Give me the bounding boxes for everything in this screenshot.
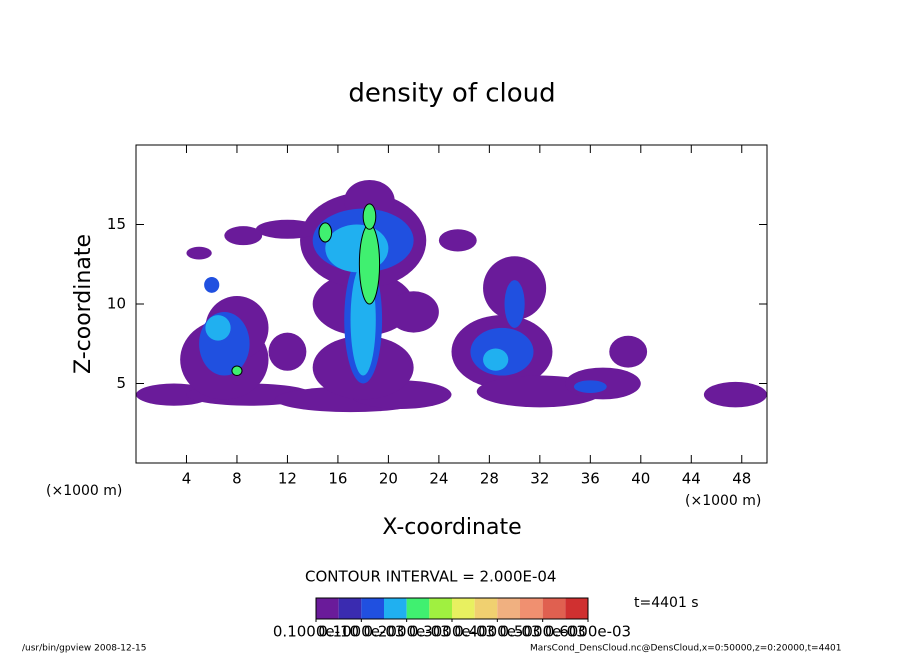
colorbar-swatch (452, 598, 475, 619)
x-tick-label: 4 (182, 470, 192, 488)
colorbar-label: 0.4000e-03 (454, 623, 540, 641)
cloud-region (231, 365, 243, 377)
cloud-region (224, 226, 263, 246)
colorbar-swatch (520, 598, 543, 619)
cloud-region (504, 280, 525, 328)
x-tick-label: 40 (631, 470, 650, 488)
y-unit: (×1000 m) (46, 483, 122, 499)
cloud-region (318, 222, 333, 243)
colorbar-swatch (406, 598, 430, 619)
colorbar-swatch (361, 598, 384, 619)
y-tick-label: 15 (107, 215, 126, 233)
x-tick-label: 20 (379, 470, 398, 488)
cloud-region (358, 224, 381, 305)
colorbar-label: 0.3000e-03 (409, 623, 495, 641)
x-tick-label: 28 (480, 470, 499, 488)
cloud-region (268, 332, 307, 371)
chart-title: density of cloud (348, 79, 555, 109)
colorbar-swatch (316, 598, 339, 619)
colorbar-label: 0.6000e-03 (545, 623, 631, 641)
cloud-region (483, 348, 509, 371)
x-tick-label: 32 (530, 470, 549, 488)
cloud-region (136, 383, 212, 406)
footer-left: /usr/bin/gpview 2008-12-15 (22, 644, 146, 654)
colorbar-label: 0.1000e-10 (273, 623, 359, 641)
cloud-region (186, 246, 212, 260)
x-tick-label: 16 (328, 470, 347, 488)
x-unit: (×1000 m) (685, 493, 761, 509)
y-tick-label: 5 (116, 374, 126, 392)
colorbar-label: 0.1000e-03 (318, 623, 404, 641)
cloud-region (255, 219, 319, 239)
cloud-region (438, 229, 477, 252)
cloud-region (362, 203, 377, 230)
cloud-region (204, 276, 220, 293)
x-tick-label: 12 (278, 470, 297, 488)
x-tick-label: 24 (429, 470, 448, 488)
colorbar-swatch (542, 598, 566, 619)
y-tick-label: 10 (107, 295, 126, 313)
contour-interval: CONTOUR INTERVAL = 2.000E-04 (305, 568, 556, 586)
colorbar-swatch (338, 598, 362, 619)
y-axis-label: Z-coordinate (71, 234, 96, 374)
cloud-region (703, 381, 767, 408)
footer-right: MarsCond_DensCloud.nc@DensCloud,x=0:5000… (530, 644, 842, 654)
cloud-region (573, 380, 607, 394)
x-tick-label: 48 (732, 470, 751, 488)
colorbar-swatch (497, 598, 520, 619)
x-tick-label: 36 (581, 470, 600, 488)
time-label: t=4401 s (634, 595, 699, 611)
x-tick-label: 8 (232, 470, 242, 488)
colorbar-swatch (474, 598, 498, 619)
x-tick-label: 44 (682, 470, 701, 488)
colorbar-label: 0.5000e-03 (500, 623, 586, 641)
x-axis-label: X-coordinate (382, 515, 521, 540)
colorbar-swatch (565, 598, 588, 619)
cloud-region (609, 335, 648, 368)
colorbar-label: 0.2000e-03 (364, 623, 450, 641)
colorbar-swatch (384, 598, 407, 619)
cloud-region (205, 315, 231, 341)
field (136, 179, 767, 413)
cloud-region (388, 291, 439, 333)
colorbar-swatch (429, 598, 452, 619)
